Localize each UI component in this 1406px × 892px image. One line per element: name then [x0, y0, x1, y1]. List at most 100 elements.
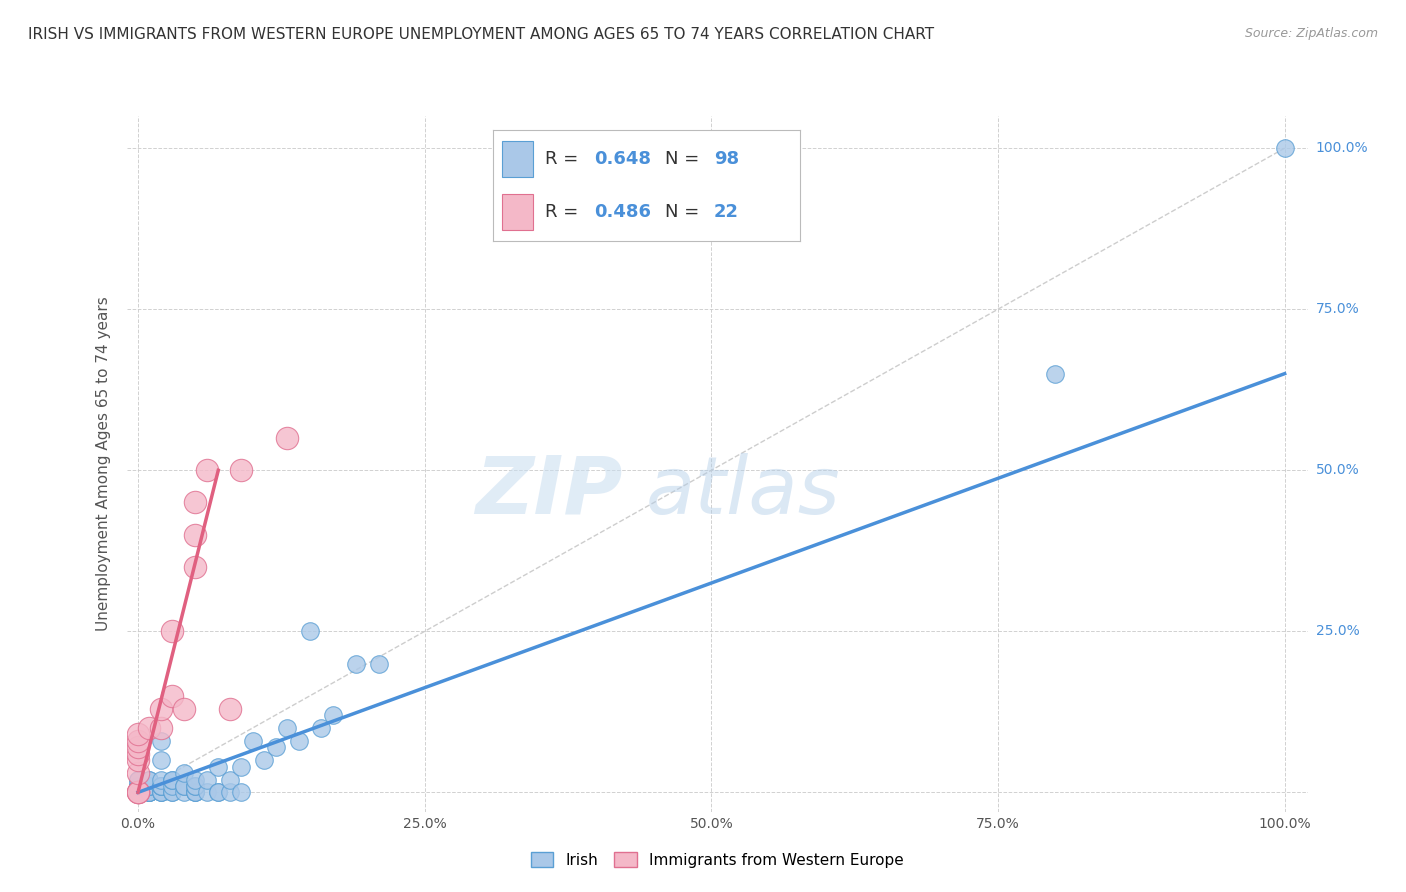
Point: [127, 785, 149, 799]
Point: [149, 785, 172, 799]
Point: [138, 785, 160, 799]
Point: [127, 785, 149, 799]
Point: [173, 779, 195, 793]
Point: [184, 527, 207, 541]
Point: [138, 779, 160, 793]
Point: [162, 689, 184, 703]
Point: [127, 785, 149, 799]
Point: [127, 734, 149, 748]
Text: ZIP: ZIP: [475, 452, 623, 531]
Point: [138, 772, 160, 787]
Point: [127, 785, 149, 799]
Point: [127, 766, 149, 780]
Point: [149, 779, 172, 793]
Point: [127, 785, 149, 799]
Point: [138, 785, 160, 799]
Point: [127, 785, 149, 799]
Point: [218, 701, 240, 715]
Y-axis label: Unemployment Among Ages 65 to 74 years: Unemployment Among Ages 65 to 74 years: [96, 296, 111, 632]
Point: [127, 785, 149, 799]
Point: [207, 785, 229, 799]
Point: [276, 431, 298, 445]
Point: [127, 785, 149, 799]
Point: [162, 772, 184, 787]
Point: [127, 740, 149, 755]
Point: [138, 785, 160, 799]
Point: [149, 785, 172, 799]
Point: [184, 560, 207, 574]
Point: [162, 785, 184, 799]
Point: [127, 785, 149, 799]
Point: [207, 759, 229, 773]
Point: [127, 747, 149, 761]
Point: [127, 785, 149, 799]
Text: 25.0%: 25.0%: [1316, 624, 1360, 639]
Point: [138, 785, 160, 799]
Point: [127, 785, 149, 799]
Point: [162, 772, 184, 787]
Point: [127, 785, 149, 799]
Point: [149, 734, 172, 748]
Point: [184, 772, 207, 787]
Point: [127, 779, 149, 793]
Point: [127, 785, 149, 799]
Point: [264, 740, 287, 755]
Point: [231, 785, 253, 799]
Point: [253, 753, 276, 767]
Text: Source: ZipAtlas.com: Source: ZipAtlas.com: [1244, 27, 1378, 40]
Point: [184, 785, 207, 799]
Point: [184, 785, 207, 799]
Point: [1045, 367, 1067, 381]
Point: [138, 779, 160, 793]
Point: [298, 624, 321, 639]
Point: [149, 779, 172, 793]
Text: 50.0%: 50.0%: [1316, 463, 1360, 477]
Point: [127, 785, 149, 799]
Point: [127, 785, 149, 799]
Point: [127, 785, 149, 799]
Point: [127, 785, 149, 799]
Point: [184, 495, 207, 509]
Point: [127, 785, 149, 799]
Point: [127, 785, 149, 799]
Point: [207, 785, 229, 799]
Point: [287, 734, 309, 748]
Point: [127, 772, 149, 787]
Point: [162, 785, 184, 799]
Point: [127, 785, 149, 799]
Point: [195, 785, 218, 799]
Point: [195, 463, 218, 477]
Point: [184, 785, 207, 799]
Point: [127, 727, 149, 741]
Legend: Irish, Immigrants from Western Europe: Irish, Immigrants from Western Europe: [524, 846, 910, 873]
Point: [149, 753, 172, 767]
Point: [127, 785, 149, 799]
Point: [149, 772, 172, 787]
Point: [173, 779, 195, 793]
Point: [127, 785, 149, 799]
Point: [138, 779, 160, 793]
Point: [127, 785, 149, 799]
Point: [276, 721, 298, 735]
Point: [184, 779, 207, 793]
Point: [127, 785, 149, 799]
Point: [218, 772, 240, 787]
Text: atlas: atlas: [647, 452, 841, 531]
Point: [127, 785, 149, 799]
Point: [127, 785, 149, 799]
Point: [322, 708, 344, 723]
Point: [162, 624, 184, 639]
Point: [127, 779, 149, 793]
Point: [127, 785, 149, 799]
Point: [162, 779, 184, 793]
Point: [173, 701, 195, 715]
Point: [138, 721, 160, 735]
Point: [138, 785, 160, 799]
Point: [127, 785, 149, 799]
Point: [149, 721, 172, 735]
Point: [127, 753, 149, 767]
Point: [231, 759, 253, 773]
Point: [138, 772, 160, 787]
Point: [127, 779, 149, 793]
Point: [127, 772, 149, 787]
